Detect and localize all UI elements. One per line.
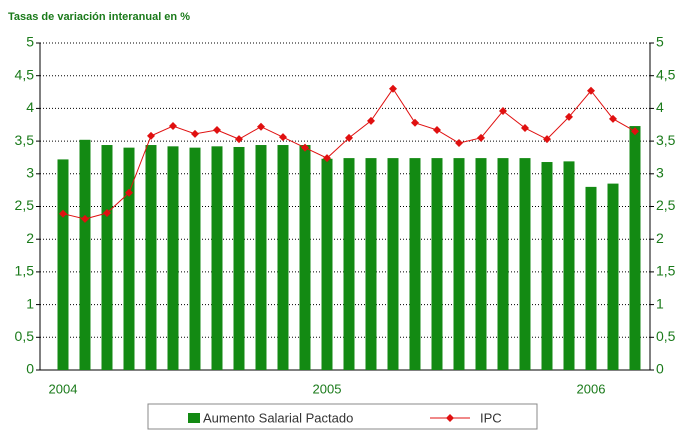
bar xyxy=(101,145,113,370)
bar xyxy=(123,147,135,370)
bar xyxy=(497,158,509,370)
marker xyxy=(565,112,573,121)
y-tick-label: 0 xyxy=(26,361,34,377)
y2-tick-label: 3 xyxy=(656,165,664,181)
bar xyxy=(629,126,641,370)
bar xyxy=(453,158,465,370)
y2-tick-label: 2,5 xyxy=(656,197,676,213)
bar xyxy=(79,139,91,370)
marker xyxy=(499,107,507,116)
marker xyxy=(213,125,221,134)
marker xyxy=(81,214,89,223)
y-tick-label: 5 xyxy=(26,34,34,50)
y-tick-label: 0,5 xyxy=(15,328,35,344)
bar xyxy=(563,161,575,370)
y-tick-label: 3,5 xyxy=(15,132,35,148)
marker xyxy=(301,143,309,152)
y2-tick-label: 0 xyxy=(656,361,664,377)
y-tick-label: 4 xyxy=(26,99,34,115)
marker xyxy=(323,154,331,163)
y2-tick-label: 0,5 xyxy=(656,328,676,344)
y-tick-label: 1,5 xyxy=(15,263,35,279)
x-tick-label: 2004 xyxy=(49,381,78,396)
y2-tick-label: 2 xyxy=(656,230,664,246)
y2-tick-label: 4,5 xyxy=(656,66,676,82)
marker xyxy=(587,86,595,95)
legend-marker xyxy=(446,414,454,422)
marker xyxy=(543,135,551,144)
bar xyxy=(343,158,355,370)
marker xyxy=(455,139,463,148)
y2-tick-label: 3,5 xyxy=(656,132,676,148)
marker xyxy=(433,125,441,134)
marker xyxy=(235,135,243,144)
bar xyxy=(233,146,245,370)
marker xyxy=(367,116,375,125)
y2-tick-label: 5 xyxy=(656,34,664,50)
marker xyxy=(411,118,419,127)
bar xyxy=(519,158,531,370)
chart-title: Tasas de variación interanual en % xyxy=(8,11,190,23)
bar xyxy=(211,146,223,370)
bar xyxy=(299,145,311,370)
marker xyxy=(125,188,133,197)
bar xyxy=(607,183,619,370)
marker xyxy=(59,209,67,218)
marker xyxy=(191,129,199,138)
bar xyxy=(321,158,333,370)
legend-box xyxy=(147,403,538,430)
marker xyxy=(345,133,353,142)
legend-label: IPC xyxy=(480,410,502,425)
y-tick-label: 3 xyxy=(26,165,34,181)
bar xyxy=(387,158,399,370)
marker xyxy=(103,209,111,218)
bar xyxy=(145,145,157,370)
y2-tick-label: 1,5 xyxy=(656,263,676,279)
marker xyxy=(257,122,265,131)
marker xyxy=(477,133,485,142)
bar xyxy=(431,158,443,370)
legend-swatch xyxy=(188,413,200,423)
y-tick-label: 4,5 xyxy=(15,66,35,82)
marker xyxy=(147,131,155,140)
marker xyxy=(389,84,397,93)
bar xyxy=(167,146,179,370)
y-tick-label: 2 xyxy=(26,230,34,246)
marker xyxy=(169,122,177,131)
bar xyxy=(585,186,597,370)
y-tick-label: 2,5 xyxy=(15,197,35,213)
legend-label: Aumento Salarial Pactado xyxy=(203,410,353,425)
marker xyxy=(609,114,617,123)
marker xyxy=(279,133,287,142)
bar xyxy=(475,158,487,370)
y-tick-label: 1 xyxy=(26,295,34,311)
x-tick-label: 2005 xyxy=(313,381,342,396)
y2-tick-label: 4 xyxy=(656,99,664,115)
bar xyxy=(255,145,267,370)
y2-tick-label: 1 xyxy=(656,295,664,311)
bar xyxy=(409,158,421,370)
bar xyxy=(277,145,289,370)
bar xyxy=(189,147,201,370)
marker xyxy=(521,124,529,133)
x-tick-label: 2006 xyxy=(577,381,606,396)
marker xyxy=(631,127,639,136)
bar xyxy=(57,159,69,370)
bar xyxy=(365,158,377,370)
bar xyxy=(541,162,553,370)
